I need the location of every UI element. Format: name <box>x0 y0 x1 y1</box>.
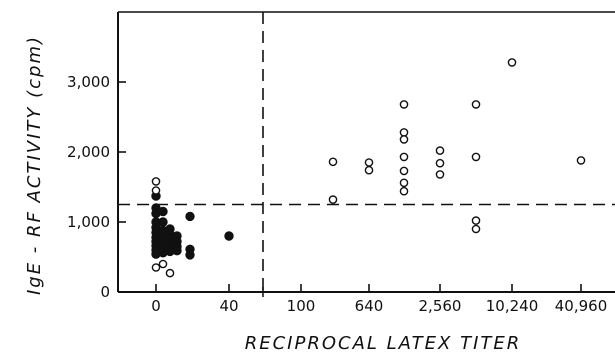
data-point-open <box>471 216 481 225</box>
data-point-open <box>364 165 374 175</box>
data-point-open <box>151 263 161 272</box>
data-point-filled <box>185 211 195 222</box>
data-point-open <box>471 100 481 109</box>
ticks: 0 1,000 2,000 3,000 0 40 100 640 2,560 10,240 40,9… <box>67 73 607 315</box>
data-point-open <box>507 58 517 67</box>
data-point-open <box>328 157 338 167</box>
data-point-open <box>471 224 481 234</box>
data-point-filled <box>185 250 195 260</box>
data-point-open <box>364 158 374 167</box>
data-point-open <box>576 156 586 165</box>
data-point-open <box>158 259 168 269</box>
x-tick-label: 40,960 <box>555 297 608 315</box>
data-point-filled <box>158 217 168 227</box>
data-point-filled <box>158 206 168 217</box>
data-point-open <box>399 186 409 196</box>
data-point-open <box>328 195 338 204</box>
data-point-open <box>399 152 409 162</box>
x-tick-label: 0 <box>151 297 161 315</box>
x-tick-label: 2,560 <box>419 297 462 315</box>
y-tick-label: 3,000 <box>67 73 110 91</box>
x-tick-label: 10,240 <box>486 297 539 315</box>
data-point-open <box>151 177 161 186</box>
data-point-open <box>435 170 445 179</box>
data-point-open <box>151 186 161 195</box>
data-point-open <box>471 152 481 162</box>
y-tick-label: 0 <box>100 283 110 301</box>
x-axis-title: RECIPROCAL LATEX TITER <box>245 333 522 354</box>
data-point-filled <box>224 231 234 241</box>
reference-lines <box>118 12 615 292</box>
x-tick-label: 640 <box>355 297 384 315</box>
data-point-open <box>399 135 409 144</box>
x-tick-label: 100 <box>287 297 316 315</box>
x-tick-label: 40 <box>219 297 238 315</box>
y-tick-label: 2,000 <box>67 143 110 161</box>
data-point-open <box>399 128 409 137</box>
data-point-open <box>399 178 409 188</box>
data-point-open <box>435 146 445 155</box>
data-point-open <box>399 166 409 176</box>
y-axis-title: IgE - RF ACTIVITY (cpm) <box>24 35 45 295</box>
y-tick-label: 1,000 <box>67 213 110 231</box>
data-point-open <box>435 158 445 168</box>
data-point-open <box>165 268 175 278</box>
data-points <box>151 58 586 278</box>
data-point-filled <box>172 246 182 256</box>
data-point-open <box>399 100 409 109</box>
